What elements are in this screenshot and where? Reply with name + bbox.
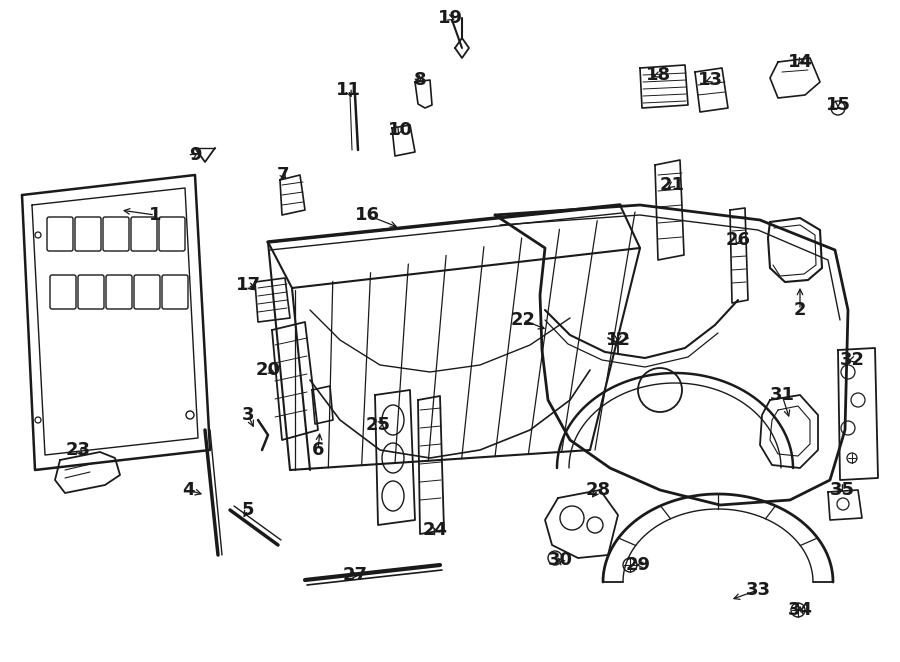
Text: 21: 21 bbox=[660, 176, 685, 194]
Text: 11: 11 bbox=[336, 81, 361, 99]
Text: 24: 24 bbox=[422, 521, 447, 539]
Text: 2: 2 bbox=[794, 301, 806, 319]
Text: 30: 30 bbox=[547, 551, 572, 569]
Text: 15: 15 bbox=[825, 96, 850, 114]
Text: 9: 9 bbox=[189, 146, 202, 164]
FancyBboxPatch shape bbox=[131, 217, 157, 251]
FancyBboxPatch shape bbox=[78, 275, 104, 309]
Text: 3: 3 bbox=[242, 406, 255, 424]
FancyBboxPatch shape bbox=[75, 217, 101, 251]
FancyBboxPatch shape bbox=[134, 275, 160, 309]
Text: 6: 6 bbox=[311, 441, 324, 459]
Text: 8: 8 bbox=[414, 71, 427, 89]
Text: 33: 33 bbox=[745, 581, 770, 599]
Text: 26: 26 bbox=[725, 231, 751, 249]
Text: 14: 14 bbox=[788, 53, 813, 71]
Text: 32: 32 bbox=[840, 351, 865, 369]
Text: 7: 7 bbox=[277, 166, 289, 184]
Text: 19: 19 bbox=[437, 9, 463, 27]
Text: 29: 29 bbox=[626, 556, 651, 574]
Text: 20: 20 bbox=[256, 361, 281, 379]
Text: 17: 17 bbox=[236, 276, 260, 294]
Text: 4: 4 bbox=[182, 481, 194, 499]
FancyBboxPatch shape bbox=[106, 275, 132, 309]
Text: 31: 31 bbox=[770, 386, 795, 404]
Text: 10: 10 bbox=[388, 121, 412, 139]
Text: 13: 13 bbox=[698, 71, 723, 89]
FancyBboxPatch shape bbox=[159, 217, 185, 251]
FancyBboxPatch shape bbox=[103, 217, 129, 251]
Text: 34: 34 bbox=[788, 601, 813, 619]
Text: 12: 12 bbox=[606, 331, 631, 349]
Text: 28: 28 bbox=[585, 481, 610, 499]
Text: 25: 25 bbox=[365, 416, 391, 434]
Text: 18: 18 bbox=[645, 66, 670, 84]
FancyBboxPatch shape bbox=[47, 217, 73, 251]
Text: 35: 35 bbox=[830, 481, 854, 499]
Text: 16: 16 bbox=[355, 206, 380, 224]
Text: 1: 1 bbox=[148, 206, 161, 224]
FancyBboxPatch shape bbox=[162, 275, 188, 309]
FancyBboxPatch shape bbox=[50, 275, 76, 309]
Text: 5: 5 bbox=[242, 501, 255, 519]
Text: 23: 23 bbox=[66, 441, 91, 459]
Text: 27: 27 bbox=[343, 566, 367, 584]
Text: 22: 22 bbox=[510, 311, 536, 329]
